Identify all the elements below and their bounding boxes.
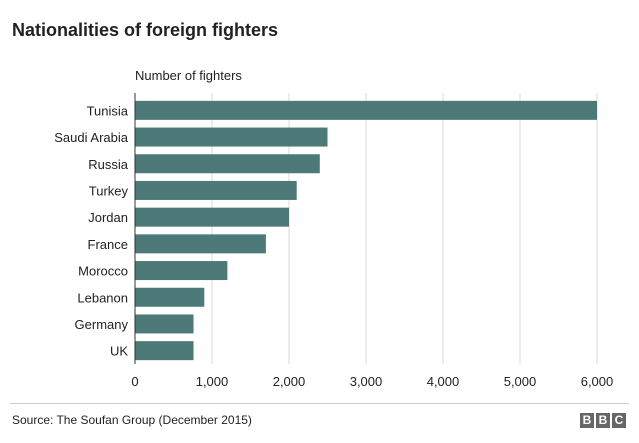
- source-note: Source: The Soufan Group (December 2015): [12, 413, 252, 427]
- bar-germany: [135, 314, 194, 334]
- bar-morocco: [135, 261, 228, 281]
- category-label: Saudi Arabia: [54, 130, 128, 145]
- bar-lebanon: [135, 287, 205, 307]
- footer-divider: [10, 403, 629, 404]
- x-tick-label: 4,000: [427, 374, 460, 389]
- category-label: Russia: [88, 157, 129, 172]
- bars-group: [135, 100, 597, 361]
- chart-title: Nationalities of foreign fighters: [12, 20, 279, 40]
- bar-turkey: [135, 180, 297, 200]
- logo-letter: B: [596, 413, 610, 428]
- category-labels: Tunisia Saudi Arabia Russia Turkey Jordan Fra…: [54, 103, 128, 358]
- logo-letter: C: [612, 413, 626, 428]
- category-label: France: [88, 237, 128, 252]
- category-label: Germany: [75, 317, 129, 332]
- category-label: Turkey: [89, 183, 129, 198]
- bar-chart: Number of fighters Tunisia Saudi Arabia Ru…: [54, 68, 613, 389]
- bar-jordan: [135, 207, 289, 227]
- bar-russia: [135, 154, 320, 174]
- category-label: Tunisia: [87, 103, 129, 118]
- bar-tunisia: [135, 100, 597, 120]
- x-tick-label: 2,000: [273, 374, 306, 389]
- bar-saudi-arabia: [135, 127, 328, 147]
- x-tick-label: 0: [131, 374, 138, 389]
- bar-france: [135, 234, 266, 254]
- category-label: Morocco: [78, 264, 128, 279]
- bar-uk: [135, 341, 194, 361]
- category-label: Jordan: [88, 210, 128, 225]
- x-tick-label: 5,000: [504, 374, 537, 389]
- x-tick-label: 3,000: [350, 374, 383, 389]
- x-axis-label: Number of fighters: [135, 68, 242, 83]
- category-label: UK: [110, 344, 128, 359]
- bbc-logo: B B C: [580, 413, 626, 428]
- tick-labels: 0 1,000 2,000 3,000 4,000 5,000 6,000: [131, 374, 613, 389]
- x-tick-label: 1,000: [196, 374, 229, 389]
- x-tick-label: 6,000: [581, 374, 614, 389]
- category-label: Lebanon: [77, 290, 128, 305]
- gridlines: [211, 93, 598, 364]
- logo-letter: B: [580, 413, 594, 428]
